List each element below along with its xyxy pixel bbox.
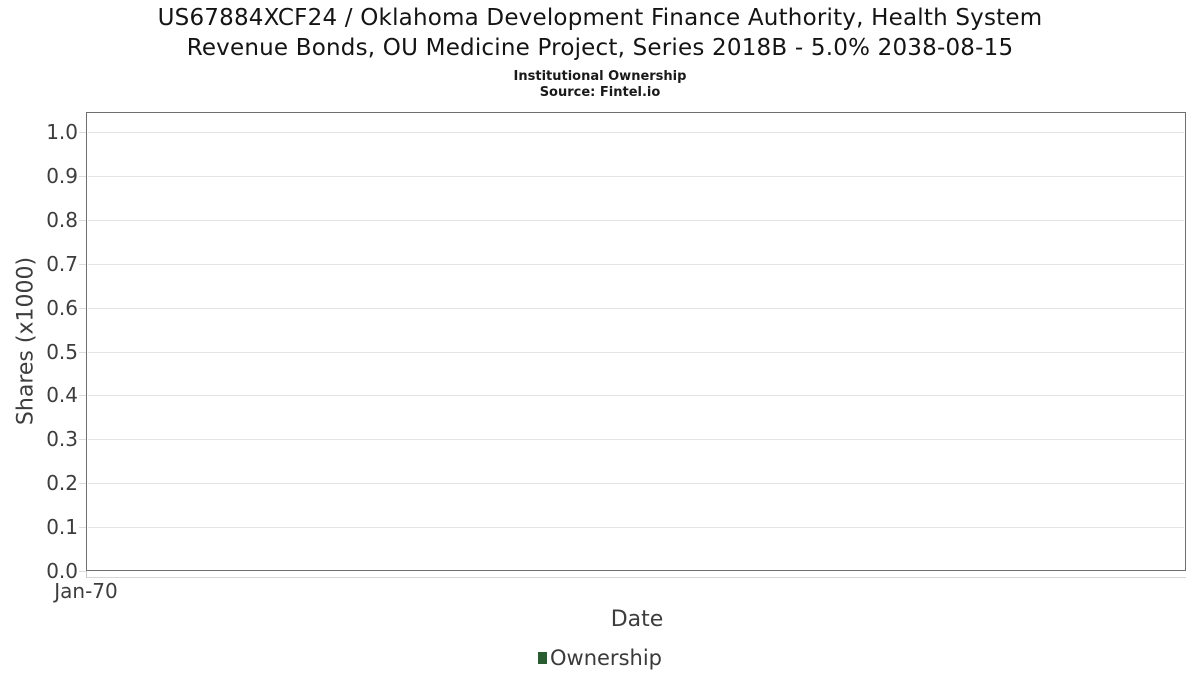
y-tick-mark xyxy=(79,351,86,353)
y-gridline xyxy=(88,527,1184,529)
y-gridline xyxy=(88,263,1184,265)
y-tick-mark xyxy=(79,307,86,309)
y-tick-label: 0.4 xyxy=(46,383,78,408)
y-gridline xyxy=(88,219,1184,221)
y-tick-mark xyxy=(79,395,86,397)
x-tick-label: Jan-70 xyxy=(54,579,118,603)
plot-area xyxy=(86,112,1186,571)
y-tick-label: 0.0 xyxy=(46,559,78,583)
y-gridline xyxy=(88,132,1184,133)
y-tick-label: 0.7 xyxy=(46,251,78,276)
y-tick-label: 1.0 xyxy=(46,120,78,144)
y-tick-label: 0.5 xyxy=(46,339,78,364)
y-tick-mark xyxy=(79,263,86,265)
x-axis-line xyxy=(86,577,1186,578)
y-tick-mark xyxy=(79,132,86,133)
y-tick-label: 0.9 xyxy=(46,163,78,188)
x-axis-title: Date xyxy=(610,607,664,632)
y-tick-mark xyxy=(79,527,86,529)
y-gridline xyxy=(88,307,1184,309)
y-gridline xyxy=(88,351,1184,353)
y-tick-mark xyxy=(79,439,86,441)
chart-legend: Ownership xyxy=(0,645,1200,671)
y-tick-label: 0.1 xyxy=(46,515,78,540)
chart-subtitle: Institutional Ownership xyxy=(513,69,687,84)
y-gridline xyxy=(88,483,1184,485)
y-tick-mark xyxy=(79,571,86,572)
chart-title-line-1: US67884XCF24 / Oklahoma Development Fina… xyxy=(157,5,1043,31)
y-tick-label: 0.2 xyxy=(46,471,78,496)
y-tick-mark xyxy=(79,219,86,221)
x-tick-mark xyxy=(86,571,87,578)
chart-title: US67884XCF24 / Oklahoma Development Fina… xyxy=(0,3,1200,63)
y-tick-mark xyxy=(79,483,86,485)
y-tick-label: 0.3 xyxy=(46,427,78,452)
chart-source-label: Source: Fintel.io xyxy=(539,85,661,100)
y-gridline xyxy=(88,395,1184,397)
y-tick-mark xyxy=(79,175,86,177)
legend-swatch-icon xyxy=(538,652,547,664)
chart-title-line-2: Revenue Bonds, OU Medicine Project, Seri… xyxy=(186,35,1014,61)
y-tick-label: 0.6 xyxy=(46,295,78,320)
y-tick-label: 0.8 xyxy=(46,207,78,232)
legend-item-ownership[interactable]: Ownership xyxy=(538,645,662,671)
y-gridline xyxy=(88,439,1184,441)
y-gridline xyxy=(88,175,1184,177)
legend-label: Ownership xyxy=(550,646,662,670)
